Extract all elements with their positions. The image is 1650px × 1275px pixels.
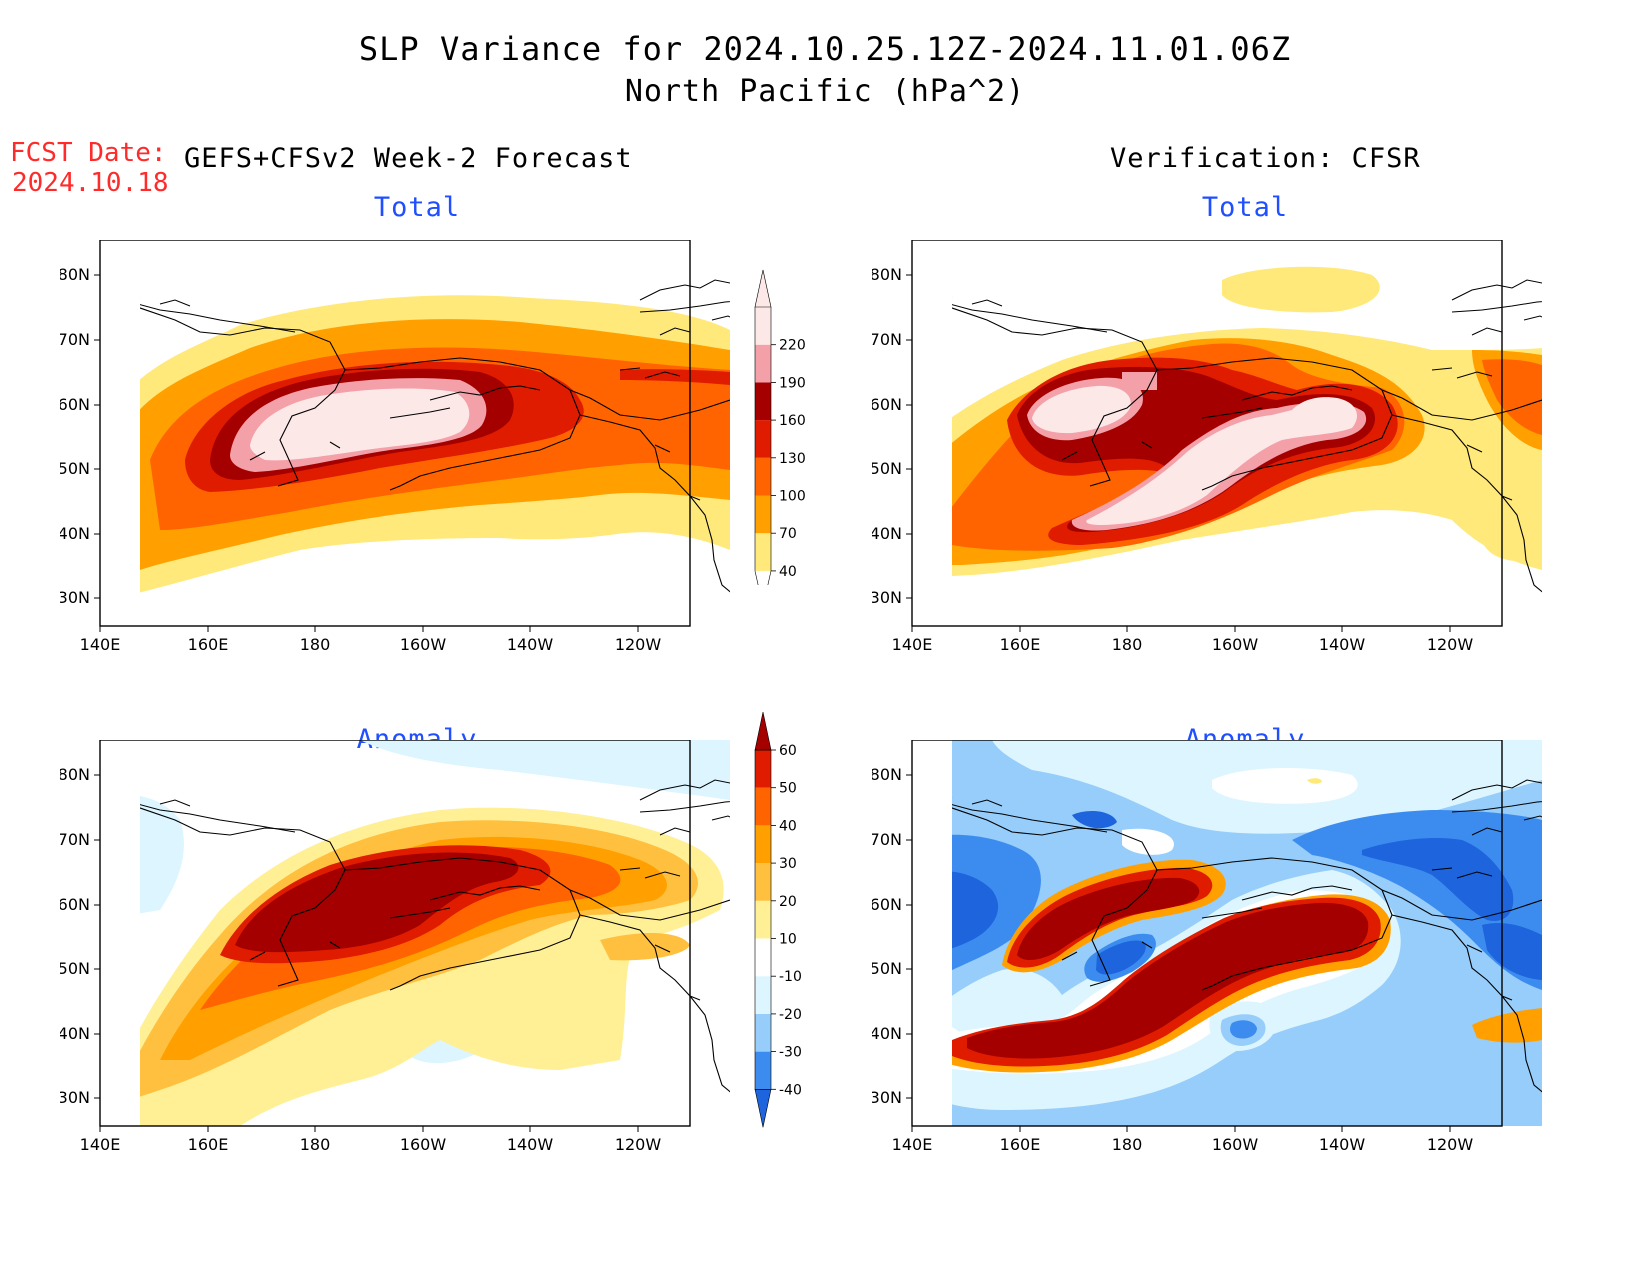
- colorbar-swatch: [755, 1051, 771, 1090]
- colorbar-level-label: -20: [779, 1007, 802, 1023]
- lat-tick-label: 70N: [60, 330, 90, 349]
- lon-tick-label: 140W: [507, 635, 554, 654]
- lon-tick-label: 160W: [1212, 635, 1259, 654]
- colorbar-level-label: 50: [779, 781, 797, 797]
- lon-tick-label: 160E: [188, 635, 229, 654]
- lon-tick-label: 140E: [892, 635, 933, 654]
- lon-tick-label: 120W: [1427, 1135, 1474, 1154]
- colorbar-swatch: [755, 533, 771, 571]
- colorbar-swatch: [755, 307, 771, 345]
- colorbar-min-arrow: [754, 1089, 772, 1128]
- lat-tick-label: 40N: [60, 524, 90, 543]
- verification-anomaly-map: 80N 70N 60N 50N 40N 30N 140E 160E 180 160W 140W 120…: [872, 740, 1542, 1154]
- verification-column-heading: Verification: CFSR: [1110, 143, 1421, 174]
- colorbar-level-label: 40: [779, 564, 797, 580]
- colorbar-swatch: [755, 787, 771, 826]
- colorbar-swatch: [755, 938, 771, 977]
- lat-tick-label: 60N: [60, 895, 90, 914]
- colorbar-swatch: [755, 382, 771, 421]
- lat-tick-label: 30N: [60, 1088, 90, 1107]
- lat-tick-label: 30N: [872, 1088, 902, 1107]
- lon-tick-label: 120W: [1427, 635, 1474, 654]
- colorbar-level-label: 220: [779, 338, 806, 354]
- colorbar-swatch: [755, 1013, 771, 1052]
- total-colorbar: 40 70 100 130 160 190 220: [754, 269, 806, 585]
- lat-tick-label: 30N: [60, 588, 90, 607]
- fcst-date-label: FCST Date:: [10, 138, 167, 168]
- lon-tick-label: 160E: [1000, 1135, 1041, 1154]
- lat-tick-label: 40N: [872, 1024, 902, 1043]
- lon-tick-label: 160W: [400, 1135, 447, 1154]
- lon-tick-label: 120W: [615, 635, 662, 654]
- forecast-total-title: Total: [373, 192, 461, 223]
- figure-subtitle: North Pacific (hPa^2): [624, 74, 1026, 109]
- colorbar-level-label: 60: [779, 743, 797, 759]
- lat-tick-label: 60N: [60, 395, 90, 414]
- colorbar-max-arrow: [754, 711, 772, 751]
- lat-tick-label: 50N: [872, 959, 902, 978]
- colorbar-swatch: [755, 900, 771, 939]
- colorbar-swatch: [755, 420, 771, 458]
- lon-tick-label: 140E: [80, 635, 121, 654]
- lat-tick-label: 50N: [60, 459, 90, 478]
- colorbar-swatch: [755, 495, 771, 534]
- colorbar-level-label: 20: [779, 894, 797, 910]
- lat-tick-label: 80N: [60, 765, 90, 784]
- colorbar-level-label: 30: [779, 856, 797, 872]
- colorbar-swatch: [755, 863, 771, 901]
- lon-tick-label: 160E: [188, 1135, 229, 1154]
- lat-tick-label: 70N: [872, 330, 902, 349]
- forecast-total-map: 80N 70N 60N 50N 40N 30N 140E 160E 180 160W 140W 120…: [60, 240, 730, 654]
- forecast-anomaly-map: 80N 70N 60N 50N 40N 30N 140E 160E 180 160W 140W 120…: [60, 740, 730, 1154]
- lon-tick-label: 180: [1112, 635, 1143, 654]
- verification-total-map: 80N 70N 60N 50N 40N 30N 140E 160E 180 160W 140W 120…: [872, 240, 1542, 654]
- colorbar-swatch: [755, 750, 771, 788]
- colorbar-swatch: [755, 344, 771, 383]
- lat-tick-label: 30N: [872, 588, 902, 607]
- lat-tick-label: 80N: [60, 265, 90, 284]
- colorbar-level-label: 10: [779, 932, 797, 948]
- fcst-date-value: 2024.10.18: [12, 168, 169, 198]
- lon-tick-label: 140W: [507, 1135, 554, 1154]
- colorbar-swatch: [755, 976, 771, 1014]
- colorbar-level-label: 40: [779, 818, 797, 834]
- lat-tick-label: 80N: [872, 765, 902, 784]
- colorbar-level-label: 130: [779, 451, 806, 467]
- lat-tick-label: 70N: [60, 830, 90, 849]
- lon-tick-label: 180: [300, 635, 331, 654]
- lat-tick-label: 50N: [60, 959, 90, 978]
- figure-title: SLP Variance for 2024.10.25.12Z-2024.11.…: [358, 30, 1292, 68]
- lon-tick-label: 160W: [400, 635, 447, 654]
- lon-tick-label: 140W: [1319, 1135, 1366, 1154]
- lon-tick-label: 140E: [80, 1135, 121, 1154]
- colorbar-level-label: -10: [779, 969, 802, 985]
- colorbar-level-label: 190: [779, 375, 806, 391]
- forecast-column-heading: GEFS+CFSv2 Week-2 Forecast: [184, 143, 633, 174]
- anomaly-colorbar: -40 -30 -20 -10 10 20 30 40 50 60: [754, 711, 802, 1128]
- lat-tick-label: 70N: [872, 830, 902, 849]
- lat-tick-label: 80N: [872, 265, 902, 284]
- colorbar-level-label: -30: [779, 1045, 802, 1061]
- lat-tick-label: 40N: [872, 524, 902, 543]
- lat-tick-label: 40N: [60, 1024, 90, 1043]
- colorbar-level-label: 70: [779, 526, 797, 542]
- verification-total-title: Total: [1201, 192, 1289, 223]
- lat-tick-label: 50N: [872, 459, 902, 478]
- lat-tick-label: 60N: [872, 895, 902, 914]
- lat-tick-label: 60N: [872, 395, 902, 414]
- lon-tick-label: 140W: [1319, 635, 1366, 654]
- lon-tick-label: 180: [1112, 1135, 1143, 1154]
- colorbar-level-label: 160: [779, 413, 806, 429]
- colorbar-swatch: [755, 825, 771, 864]
- lon-tick-label: 180: [300, 1135, 331, 1154]
- lon-tick-label: 140E: [892, 1135, 933, 1154]
- colorbar-level-label: 100: [779, 489, 806, 505]
- lon-tick-label: 120W: [615, 1135, 662, 1154]
- colorbar-level-label: -40: [779, 1082, 802, 1098]
- lon-tick-label: 160W: [1212, 1135, 1259, 1154]
- lon-tick-label: 160E: [1000, 635, 1041, 654]
- colorbar-swatch: [755, 457, 771, 496]
